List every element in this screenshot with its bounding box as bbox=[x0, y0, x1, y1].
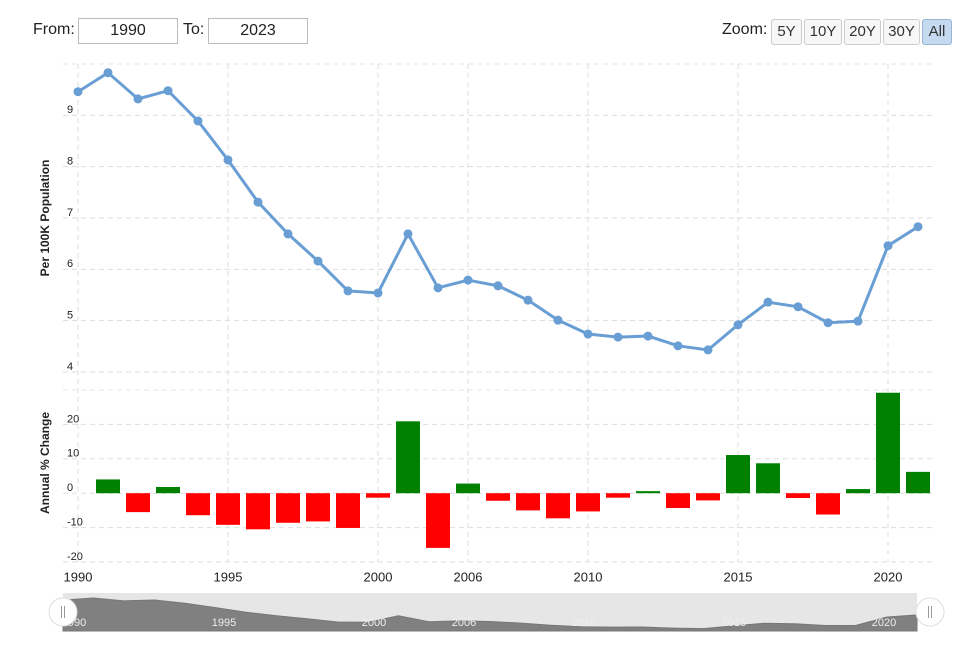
y-axis-title: Annual % Change bbox=[38, 412, 52, 514]
point bbox=[313, 256, 323, 266]
y-tick-label: 10 bbox=[67, 448, 79, 460]
zoom-button[interactable]: 10Y bbox=[804, 19, 842, 45]
bar bbox=[396, 421, 420, 494]
point bbox=[463, 275, 473, 285]
to-input[interactable]: 2023 bbox=[208, 18, 308, 44]
zoom-label: Zoom: bbox=[722, 21, 768, 38]
point bbox=[643, 331, 653, 341]
point bbox=[193, 116, 203, 126]
bar bbox=[876, 392, 900, 494]
y-tick-label: 20 bbox=[67, 413, 79, 425]
point bbox=[163, 86, 173, 96]
y-axis-title: Per 100K Population bbox=[38, 160, 52, 277]
y-tick-label: 9 bbox=[67, 104, 73, 116]
bar bbox=[666, 493, 690, 508]
point bbox=[733, 320, 743, 330]
y-tick-label: 0 bbox=[67, 482, 73, 494]
navigator-area bbox=[62, 597, 918, 632]
point bbox=[673, 341, 683, 351]
point bbox=[703, 345, 713, 355]
x-tick-label: 1995 bbox=[214, 569, 243, 584]
bar bbox=[606, 493, 630, 498]
point bbox=[343, 286, 353, 296]
y-tick-label: 4 bbox=[67, 361, 73, 373]
point bbox=[793, 302, 803, 312]
bar bbox=[786, 493, 810, 499]
y-tick-label: -20 bbox=[67, 551, 83, 563]
bar bbox=[456, 483, 480, 494]
navigator-handle[interactable] bbox=[915, 597, 945, 627]
point bbox=[553, 315, 563, 325]
from-input[interactable]: 1990 bbox=[78, 18, 178, 44]
zoom-button[interactable]: 30Y bbox=[883, 19, 920, 45]
point bbox=[103, 68, 113, 78]
y-tick-label: 5 bbox=[67, 310, 73, 322]
point bbox=[373, 288, 383, 298]
bar bbox=[96, 479, 120, 494]
x-tick-label: 1990 bbox=[64, 569, 93, 584]
navigator-label: 2015 bbox=[722, 617, 746, 629]
bar bbox=[576, 493, 600, 512]
point bbox=[493, 281, 503, 291]
navigator-handle[interactable] bbox=[48, 597, 78, 627]
navigator-label: 1995 bbox=[212, 617, 236, 629]
line bbox=[77, 70, 919, 352]
bar bbox=[516, 493, 540, 511]
point bbox=[823, 318, 833, 328]
zoom-button[interactable]: 20Y bbox=[844, 19, 881, 45]
x-tick-label: 2010 bbox=[574, 569, 603, 584]
to-label: To: bbox=[183, 21, 205, 38]
y-tick-label: 7 bbox=[67, 207, 73, 219]
x-tick-label: 2000 bbox=[364, 569, 393, 584]
y-tick-label: 8 bbox=[67, 156, 73, 168]
from-label: From: bbox=[33, 21, 75, 38]
point bbox=[223, 155, 233, 165]
y-tick-label: 6 bbox=[67, 258, 73, 270]
y-tick-label: -10 bbox=[67, 517, 83, 529]
navigator-label: 2010 bbox=[572, 617, 596, 629]
point bbox=[853, 316, 863, 326]
point bbox=[283, 229, 293, 239]
bar bbox=[126, 493, 150, 513]
point bbox=[73, 87, 83, 97]
x-tick-label: 2020 bbox=[874, 569, 903, 584]
bar bbox=[306, 493, 330, 522]
bar bbox=[336, 493, 360, 528]
point bbox=[613, 332, 623, 342]
zoom-button[interactable]: All bbox=[922, 19, 952, 45]
bar bbox=[726, 455, 750, 494]
point bbox=[133, 94, 143, 104]
bar bbox=[906, 471, 930, 494]
x-tick-label: 2006 bbox=[454, 569, 483, 584]
bar bbox=[366, 493, 390, 498]
point bbox=[433, 283, 443, 293]
point bbox=[403, 229, 413, 239]
point bbox=[763, 297, 773, 307]
point bbox=[883, 241, 893, 251]
bar bbox=[186, 493, 210, 516]
bar bbox=[246, 493, 270, 530]
bar bbox=[426, 493, 450, 548]
point bbox=[583, 329, 593, 339]
bar bbox=[846, 489, 870, 494]
navigator-label: 2000 bbox=[362, 617, 386, 629]
bar bbox=[216, 493, 240, 525]
point bbox=[253, 197, 263, 207]
navigator-label: 2006 bbox=[452, 617, 476, 629]
zoom-button[interactable]: 5Y bbox=[771, 19, 802, 45]
bar bbox=[486, 493, 510, 501]
bar bbox=[156, 487, 180, 494]
bar bbox=[696, 493, 720, 501]
x-tick-label: 2015 bbox=[724, 569, 753, 584]
bar bbox=[636, 491, 660, 494]
bar bbox=[816, 493, 840, 515]
bar bbox=[276, 493, 300, 523]
navigator-label: 2020 bbox=[872, 617, 896, 629]
point bbox=[913, 222, 923, 232]
point bbox=[523, 295, 533, 305]
bar bbox=[756, 463, 780, 494]
bar bbox=[546, 493, 570, 519]
